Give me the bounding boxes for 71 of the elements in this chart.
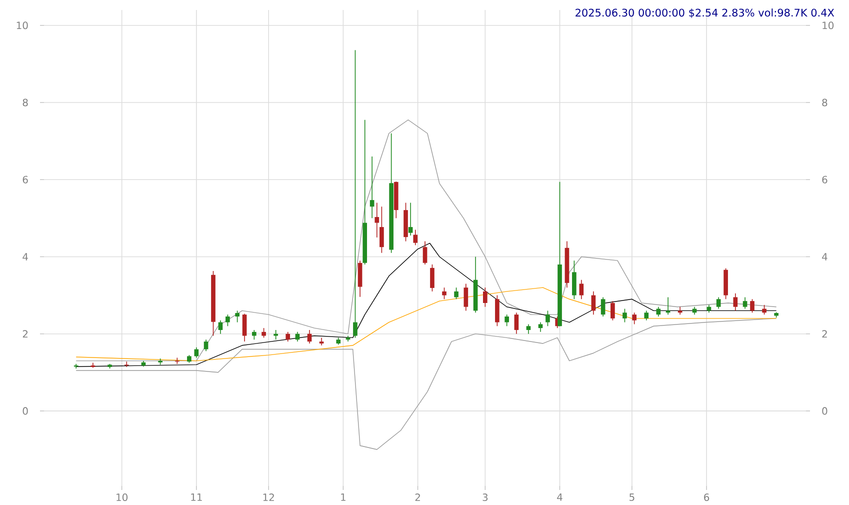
candlestick	[526, 324, 531, 334]
x-tick-label: 4	[557, 494, 562, 501]
candlestick	[242, 313, 247, 342]
candlestick	[610, 300, 615, 321]
y-tick-label: 6	[22, 176, 28, 184]
candlestick	[286, 332, 290, 342]
candlestick	[319, 337, 324, 346]
x-tick-label: 3	[482, 493, 488, 502]
candlestick	[742, 296, 748, 310]
x-tick-label: 5	[630, 494, 634, 501]
candlestick	[632, 312, 637, 325]
y2-tick-label: 4	[822, 253, 828, 260]
y-tick-label: 0	[22, 407, 28, 415]
candlestick	[483, 287, 488, 308]
candlestick	[733, 292, 738, 312]
y-tick-label: 8	[22, 98, 28, 106]
candlestick	[572, 260, 576, 300]
candlestick	[74, 364, 78, 369]
candlestick	[422, 240, 428, 265]
candlestick	[546, 310, 550, 327]
x-tick-label: 12	[263, 493, 274, 501]
candlestick	[656, 306, 661, 317]
candlestick	[413, 229, 418, 246]
candlestick	[204, 339, 208, 352]
candlestick	[274, 330, 278, 340]
candlestick	[353, 50, 358, 338]
candlestick	[252, 330, 256, 340]
candlestick	[454, 287, 458, 300]
y2-tick-label: 2	[822, 330, 827, 338]
candlestick	[442, 287, 446, 300]
candlestick	[380, 206, 384, 254]
candlestick	[600, 296, 606, 317]
y2-tick-label: 10	[822, 22, 834, 30]
candlestick	[495, 294, 500, 327]
candlestick	[370, 156, 374, 219]
candlestick	[716, 296, 721, 310]
x-tick-label: 6	[704, 493, 710, 502]
candlestick	[464, 283, 468, 312]
candlestick	[622, 308, 627, 323]
candlestick	[750, 298, 754, 314]
y2-tick-label: 6	[822, 176, 828, 184]
candlestick	[408, 202, 413, 236]
candlestick	[504, 314, 509, 327]
y-tick-label: 2	[22, 330, 28, 338]
y-tick-label: 10	[16, 22, 28, 30]
candlestick	[430, 264, 434, 292]
candlestick	[358, 260, 362, 298]
line-series	[76, 287, 777, 362]
candlestick	[226, 314, 230, 327]
candlestick	[262, 328, 266, 338]
candlestick	[762, 304, 766, 315]
candlestick	[666, 296, 670, 315]
x-tick-label: 2	[415, 493, 420, 501]
candlestick	[307, 330, 312, 344]
candlestick	[591, 291, 596, 315]
x-tick-label: 1	[341, 494, 346, 501]
chart-title: 2025.06.30 00:00:00 $2.54 2.83% vol:98.7K 0.4X	[576, 8, 834, 18]
candlestick	[514, 312, 519, 334]
candlestick	[579, 279, 584, 300]
candlestick	[374, 202, 380, 238]
y-tick-label: 4	[22, 253, 28, 260]
candlestick	[218, 320, 223, 334]
candlestick	[194, 346, 199, 358]
candlestick	[644, 310, 649, 321]
candlestick	[235, 310, 240, 323]
candlestick	[124, 361, 129, 368]
x-tick-label: 11	[191, 494, 202, 501]
y2-tick-label: 8	[822, 98, 828, 106]
x-tick-label: 10	[116, 493, 128, 502]
candlestick	[538, 322, 543, 332]
y2-tick-label: 0	[822, 407, 828, 415]
